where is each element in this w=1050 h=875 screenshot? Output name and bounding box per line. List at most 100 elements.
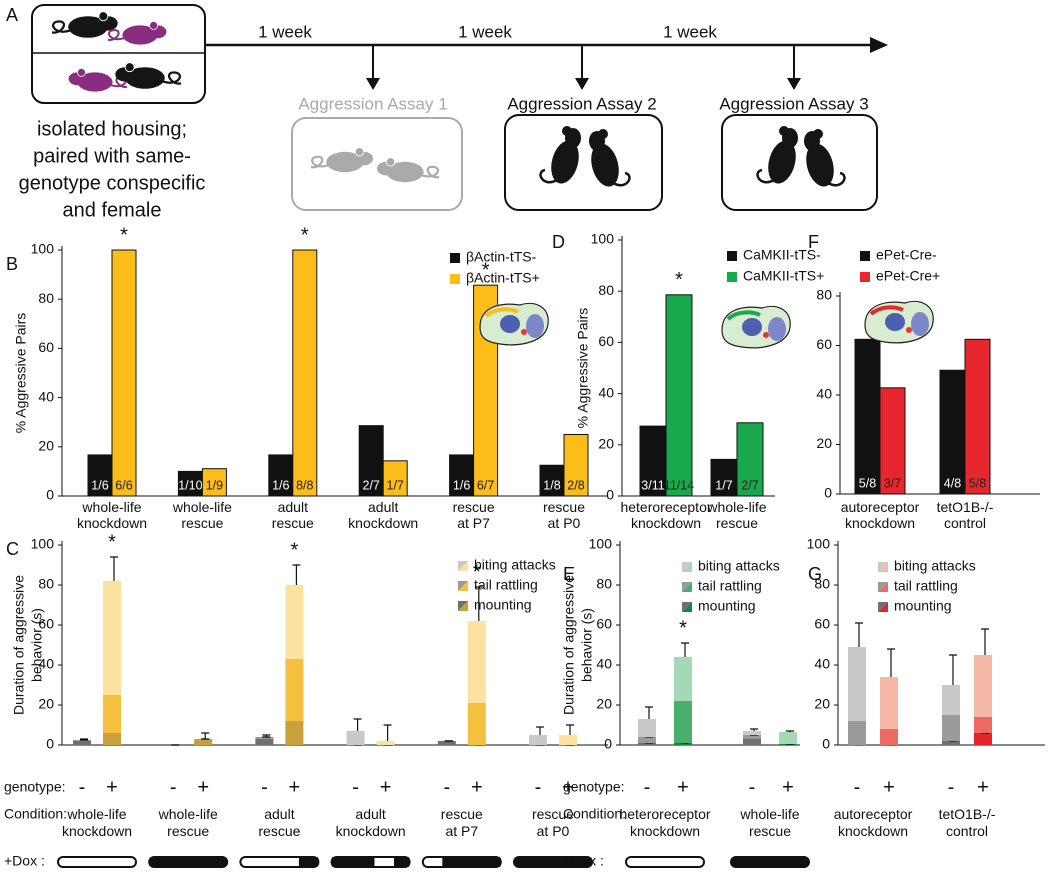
legend-label: biting attacks [894, 558, 976, 574]
mouse-body [551, 140, 579, 184]
legend-label: biting attacks [698, 558, 780, 574]
bar-segment [255, 737, 274, 739]
bar [639, 425, 667, 497]
mouse-ear [354, 147, 365, 157]
legend-label: ePet-Cre+ [876, 268, 940, 284]
error-bar [981, 628, 989, 655]
dox-on [514, 857, 592, 867]
bar-segment [848, 721, 866, 745]
mouse-tail [612, 171, 631, 187]
error-bar [536, 726, 544, 735]
y-tick-label: 60 [814, 616, 830, 632]
mouse-icon [589, 129, 631, 187]
genotype-label: + [677, 776, 689, 798]
y-tick-label: 20 [816, 435, 832, 451]
interval-label: 1 week [663, 22, 717, 41]
x-tick-label: heteroreceptor knockdown [619, 806, 710, 839]
error-bar [353, 718, 362, 731]
bar-segment [880, 729, 898, 745]
bar-count-label: 8/8 [296, 478, 313, 492]
legend-swatch [458, 581, 468, 591]
significance-star: * [482, 259, 490, 281]
legend-swatch [878, 582, 888, 592]
brain-region [869, 305, 904, 316]
x-tick-label: whole-life rescue [172, 499, 232, 531]
y-tick-label: 40 [38, 656, 54, 672]
bar-count-label: 1/8 [543, 478, 560, 492]
bar-segment [638, 719, 656, 737]
mouse-tail [107, 29, 125, 41]
panel-letter: A [6, 5, 18, 25]
error-bar [786, 730, 794, 732]
x-tick-label: adult rescue [258, 806, 300, 839]
assay-box [291, 117, 463, 211]
brain-region [500, 315, 520, 333]
legend-swatch [682, 602, 692, 612]
brain-region [726, 310, 761, 321]
mouse-body [768, 140, 796, 184]
error-bar [292, 564, 301, 585]
bar-count-label: 5/8 [969, 476, 986, 490]
bar-count-label: 1/9 [206, 478, 223, 492]
bar [111, 249, 137, 497]
bar-segment [743, 739, 761, 745]
mouse-tail [827, 171, 846, 187]
x-tick-label: tetO1B-/-control [939, 806, 996, 839]
dox-on [731, 857, 809, 867]
caption-line: paired with same- [33, 145, 191, 167]
genotype-label: - [79, 776, 86, 798]
bar-count-label: 6/6 [115, 478, 132, 492]
panel-letter: G [808, 564, 822, 584]
error-bar [949, 654, 957, 685]
bar-segment [559, 735, 577, 745]
x-tick-label: whole-life rescue [158, 806, 218, 839]
bar [939, 369, 966, 495]
significance-star: * [679, 617, 687, 639]
genotype-label: - [352, 776, 359, 798]
bar [563, 434, 589, 497]
legend-label: CaMKII-tTS+ [743, 268, 824, 284]
legend-swatch [860, 272, 870, 282]
genotype-label: - [535, 776, 542, 798]
x-tick-label: rescue at P7 [441, 806, 483, 839]
bar [382, 460, 408, 497]
legend-label: mounting [894, 598, 952, 614]
y-tick-label: 60 [38, 616, 54, 632]
dox-pill [57, 856, 137, 868]
assay-box [504, 114, 663, 211]
y-axis-label: Duration of aggressive [11, 575, 27, 715]
significance-star: * [108, 531, 116, 553]
bar-count-label: 1/6 [272, 478, 289, 492]
x-tick-label: tetO1B-/-control [937, 499, 994, 531]
bar [268, 454, 294, 497]
y-tick-label: 60 [596, 616, 612, 632]
bar-segment [285, 585, 304, 659]
genotype-label: + [106, 776, 118, 798]
y-tick-label: 20 [596, 696, 612, 712]
bar-count-label: 3/11 [641, 478, 664, 492]
mouse-tail [310, 155, 329, 169]
panel-letter: D [552, 232, 565, 252]
assay-title: Aggression Assay 1 [298, 94, 447, 113]
bar [292, 249, 318, 497]
bar-count-label: 1/6 [453, 478, 470, 492]
mouse-icon [68, 67, 128, 92]
y-tick-label: 0 [46, 487, 54, 503]
arrow-head [787, 78, 801, 90]
bar-count-label: 4/8 [944, 476, 961, 490]
bar-segment [974, 733, 992, 745]
bar-segment [674, 657, 692, 701]
brain-region [526, 314, 544, 338]
bar-count-label: 11/14 [664, 478, 694, 492]
brain-region [906, 327, 912, 333]
bar [710, 458, 738, 497]
y-tick-label: 0 [824, 485, 832, 501]
mouse-body [77, 72, 113, 92]
mouse-tail [539, 168, 558, 184]
y-tick-label: 80 [38, 290, 54, 306]
y-axis-label: Duration of aggressive [561, 575, 577, 715]
brain-icon [479, 302, 549, 346]
bar-segment [437, 741, 456, 745]
arrow-head [575, 78, 589, 90]
x-tick-label: heteroreceptor knockdown [620, 499, 711, 531]
